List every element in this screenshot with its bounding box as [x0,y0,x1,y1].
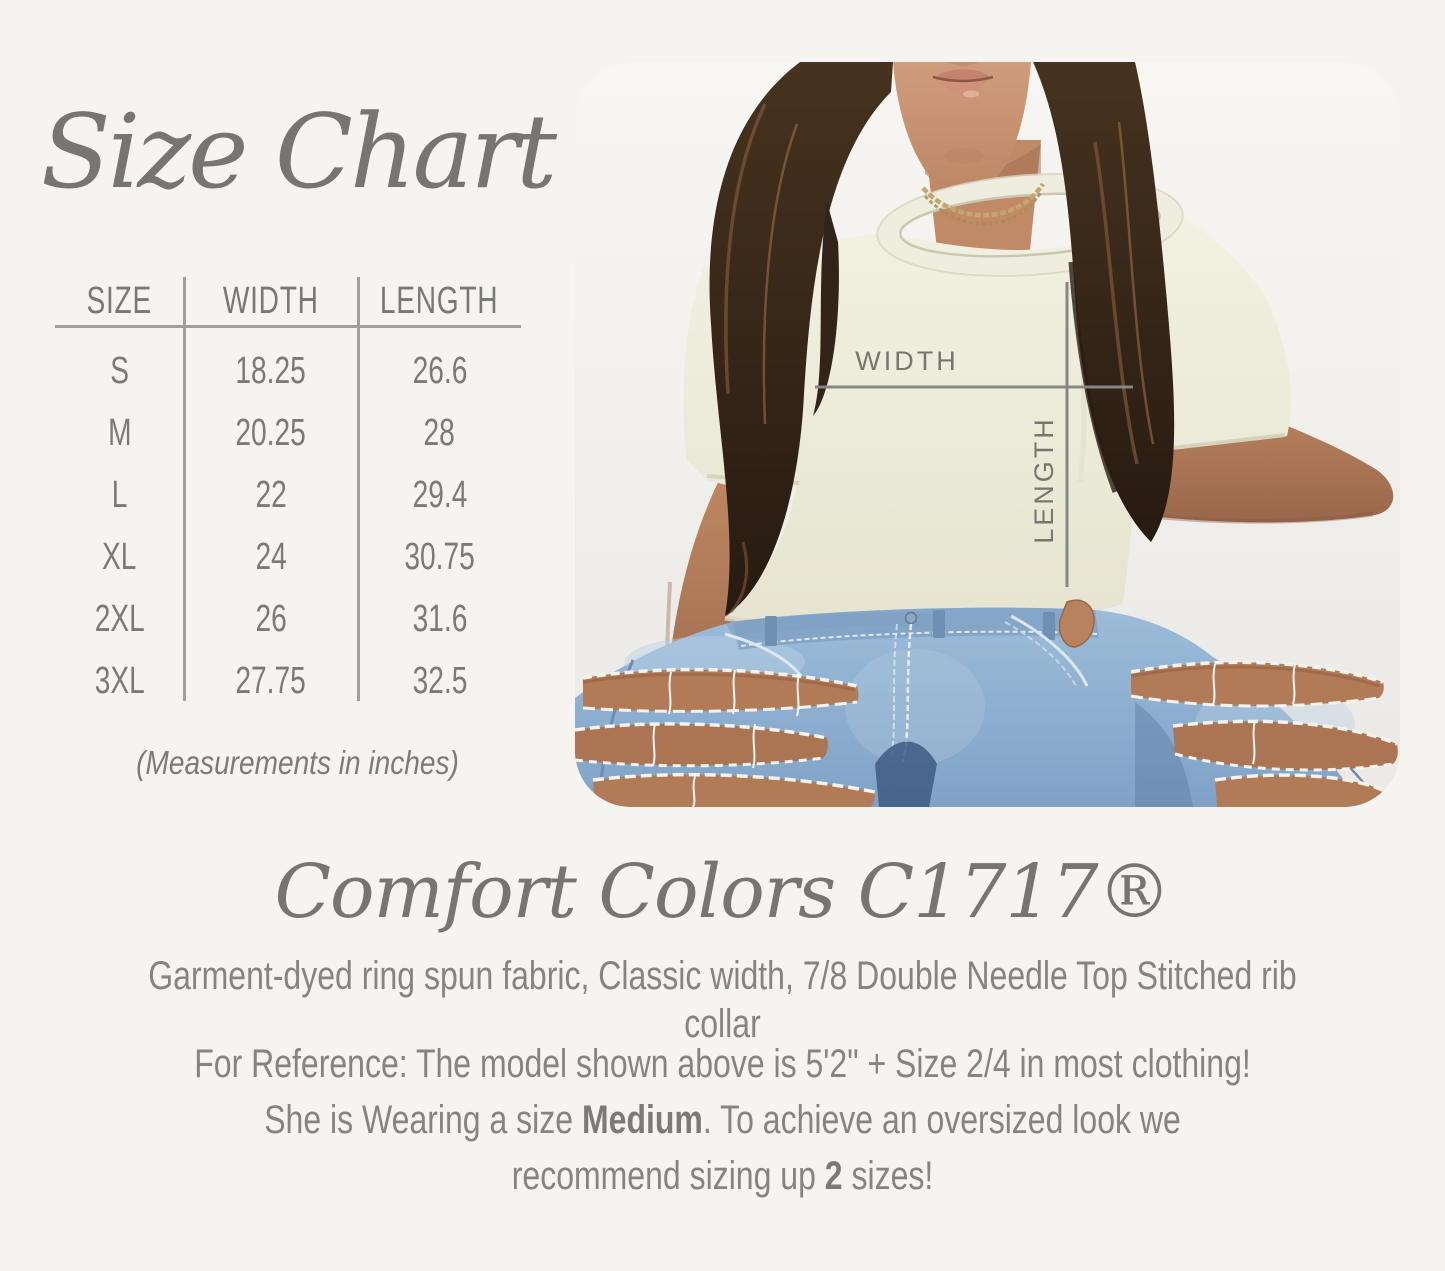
column-header-width: WIDTH [223,279,319,322]
cell-width: 20.25 [235,411,307,454]
cell-width: 18.25 [235,349,307,392]
size-table: SIZE WIDTH LENGTH S 18.25 26.6 M 20.25 2… [55,276,521,702]
cell-length: 29.4 [412,473,467,516]
table-row: 2XL 26 31.6 [55,588,521,650]
jeans-rips-left [575,667,876,807]
table-row: S 18.25 26.6 [55,340,521,402]
table-column-divider [357,277,360,701]
size-table-body: S 18.25 26.6 M 20.25 28 L 22 29.4 XL 24 … [55,340,521,712]
reference-line-3: recommend sizing up 2 sizes! [511,1154,934,1198]
cell-width: 22 [255,473,287,516]
model-photo: WIDTH LENGTH [575,62,1400,807]
reference-line-2: She is Wearing a size Medium. To achieve… [264,1098,1181,1142]
jeans-rips-right [1130,660,1398,807]
cell-size: M [107,411,132,454]
cell-width: 27.75 [235,659,307,702]
reference-text: For Reference: The model shown above is … [0,1036,1445,1204]
column-header-size: SIZE [86,279,153,322]
cell-size: S [110,349,129,392]
cell-width: 26 [255,597,287,640]
size-up-emphasis: 2 [824,1154,843,1198]
width-annotation-label: WIDTH [855,346,958,376]
table-row: L 22 29.4 [55,464,521,526]
cell-size: XL [102,535,137,578]
cell-length: 28 [423,411,456,454]
cell-length: 31.6 [412,597,467,640]
product-name: Comfort Colors C1717® [274,849,1171,935]
size-chart-title: Size Chart [40,93,557,212]
size-table-header: SIZE WIDTH LENGTH [55,276,521,326]
measurements-note: (Measurements in inches) [136,744,459,781]
product-description: Garment-dyed ring spun fabric, Classic w… [148,954,1297,1046]
table-row: M 20.25 28 [55,402,521,464]
table-header-underline [55,325,521,328]
model-thumb [1058,599,1095,648]
reference-line-1: For Reference: The model shown above is … [194,1042,1251,1086]
size-medium-emphasis: Medium [581,1098,703,1142]
model-hair [709,62,1175,616]
cell-length: 32.5 [412,659,467,702]
table-row: 3XL 27.75 32.5 [55,650,521,712]
gold-necklace [921,182,1045,226]
ripped-jeans [575,599,1398,807]
cell-length: 26.6 [412,349,467,392]
cell-size: 2XL [94,597,145,640]
cell-size: L [111,473,128,516]
column-header-length: LENGTH [380,279,499,322]
cell-length: 30.75 [404,535,475,578]
measurement-overlay: WIDTH LENGTH [815,282,1133,587]
cell-size: 3XL [94,659,145,702]
length-annotation-label: LENGTH [1029,416,1059,544]
table-column-divider [183,277,186,701]
cell-width: 24 [255,535,287,578]
table-row: XL 24 30.75 [55,526,521,588]
